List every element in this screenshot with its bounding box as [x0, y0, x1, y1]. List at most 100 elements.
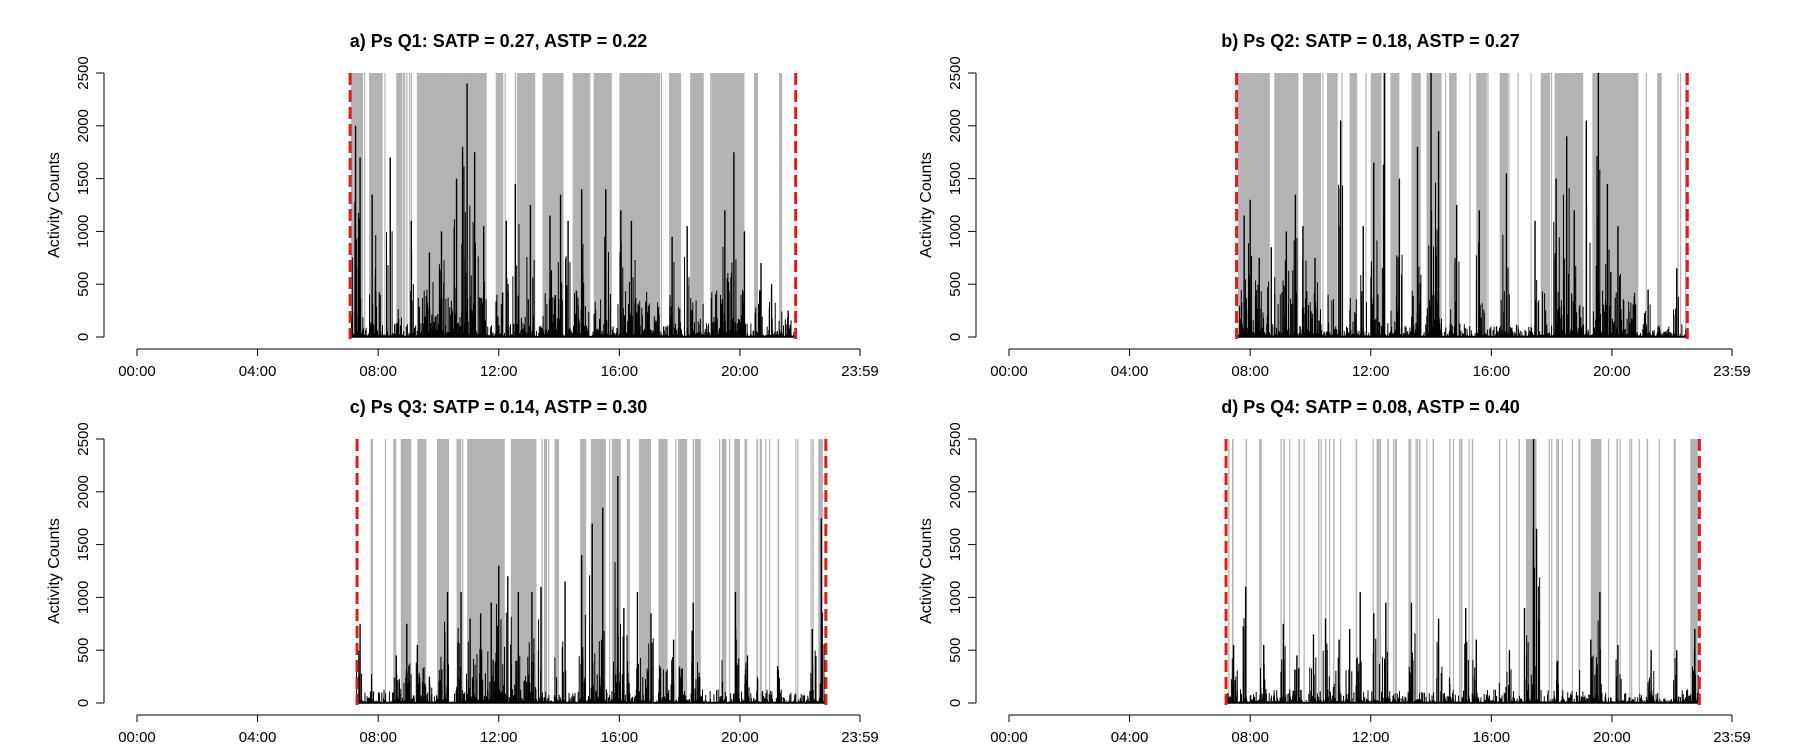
active-bout-line [1637, 73, 1639, 337]
active-bout-line [1384, 73, 1386, 337]
active-bout-line [1444, 73, 1447, 337]
x-tick-label: 16:00 [601, 363, 639, 378]
active-bout-line [719, 439, 721, 703]
x-tick-label: 08:00 [1231, 363, 1269, 378]
active-bout-line [616, 439, 618, 703]
y-tick-label: 1500 [947, 162, 964, 195]
active-bout-line [730, 73, 732, 337]
active-bout-band [593, 73, 612, 337]
active-bout-line [384, 73, 386, 337]
y-tick-label: 2000 [947, 109, 964, 142]
active-bout-line [1410, 439, 1412, 703]
active-bout-line [1560, 73, 1562, 337]
x-tick-label: 00:00 [118, 363, 156, 378]
x-tick-label: 08:00 [359, 729, 397, 744]
y-axis: 0 500 1000 1500 2000 2500 [947, 56, 977, 341]
active-bout-line [1341, 73, 1343, 337]
y-axis-label: Activity Counts [918, 152, 935, 258]
x-tick-label: 23:59 [1713, 729, 1751, 744]
active-bout-band [669, 73, 682, 337]
y-tick-label: 0 [947, 699, 964, 707]
y-tick-label: 2000 [75, 475, 92, 508]
y-tick-label: 0 [75, 333, 92, 341]
active-bout-line [472, 73, 474, 337]
x-tick-label: 04:00 [1111, 363, 1149, 378]
active-bout-line [402, 73, 405, 337]
y-axis: 0 500 1000 1500 2000 2500 [75, 422, 105, 707]
active-bout-line [1645, 73, 1647, 337]
active-bout-line [504, 73, 506, 337]
active-bout-line [696, 73, 698, 337]
active-bout-line [501, 439, 503, 703]
active-bout-line [1379, 439, 1382, 703]
active-bout-line [754, 73, 756, 337]
active-bout-band [1355, 439, 1358, 703]
panel-a: a) Ps Q1: SATP = 0.27, ASTP = 0.22 Activi… [0, 0, 897, 378]
active-bout-band [396, 73, 403, 337]
active-bout-line [548, 439, 550, 703]
active-bout-line [1517, 73, 1519, 337]
active-bout-band [1673, 439, 1676, 703]
active-bout-line [438, 439, 440, 703]
active-bout-line [1395, 439, 1397, 703]
active-bout-line [1658, 439, 1660, 703]
active-bout-band [1500, 73, 1508, 337]
active-bout-line [1349, 73, 1351, 337]
y-axis: 0 500 1000 1500 2000 2500 [75, 56, 105, 341]
active-bout-line [534, 73, 536, 337]
active-bout-band [1370, 73, 1382, 337]
active-bout-line [460, 439, 462, 703]
y-axis: 0 500 1000 1500 2000 2500 [947, 422, 977, 707]
active-bout-line [1487, 73, 1489, 337]
active-bout-line [1419, 73, 1421, 337]
active-bout-band [619, 73, 661, 337]
active-bout-band [1426, 73, 1442, 337]
active-bout-band [1327, 73, 1338, 337]
x-tick-label: 12:00 [1352, 363, 1390, 378]
active-bout-line [1631, 439, 1633, 703]
activity-chart-b: b) Ps Q2: SATP = 0.18, ASTP = 0.27 Activi… [918, 31, 1751, 378]
y-tick-label: 0 [75, 699, 92, 707]
active-bout-line [1604, 73, 1607, 337]
active-bout-line [462, 439, 464, 703]
active-bout-line [810, 439, 812, 703]
x-tick-label: 20:00 [721, 729, 759, 744]
active-bout-band [572, 73, 590, 337]
active-bout-line [1352, 73, 1354, 337]
active-bout-line [1677, 73, 1679, 337]
active-bout-band [495, 73, 504, 337]
active-bout-line [675, 439, 677, 703]
y-tick-label: 1000 [947, 581, 964, 614]
active-bout-line [661, 439, 663, 703]
active-bout-line [1461, 439, 1463, 703]
x-axis: 00:00 04:00 08:00 12:00 16:00 20:00 23:59 [118, 348, 879, 378]
active-bout-line [1288, 73, 1290, 337]
active-bout-line [1392, 439, 1395, 703]
active-bout-line [658, 439, 660, 703]
y-tick-label: 0 [947, 333, 964, 341]
y-tick-label: 1500 [75, 162, 92, 195]
y-tick-label: 2500 [75, 422, 92, 455]
active-bout-line [627, 439, 629, 703]
active-bout-line [1550, 73, 1553, 337]
active-bout-line [1376, 439, 1378, 703]
active-bouts [1228, 439, 1698, 703]
active-bout-line [1685, 73, 1687, 337]
x-tick-label: 20:00 [1593, 729, 1631, 744]
active-bout-line [440, 73, 442, 337]
active-bout-line [1428, 73, 1430, 337]
active-bout-line [1426, 439, 1428, 703]
active-bout-line [1561, 439, 1563, 703]
active-bout-line [491, 439, 493, 703]
active-bout-band [1283, 439, 1285, 703]
active-bouts [370, 439, 823, 703]
x-tick-label: 12:00 [1352, 729, 1390, 744]
activity-chart-d: d) Ps Q4: SATP = 0.08, ASTP = 0.40 Activi… [918, 397, 1751, 744]
active-bout-line [1629, 439, 1631, 703]
active-bout-line [496, 439, 498, 703]
activity-chart-c: c) Ps Q3: SATP = 0.14, ASTP = 0.30 Activi… [46, 397, 879, 744]
active-bout-band [1471, 439, 1474, 703]
active-bout-line [1619, 439, 1621, 703]
x-tick-label: 23:59 [1713, 363, 1751, 378]
active-bout-line [502, 439, 504, 703]
